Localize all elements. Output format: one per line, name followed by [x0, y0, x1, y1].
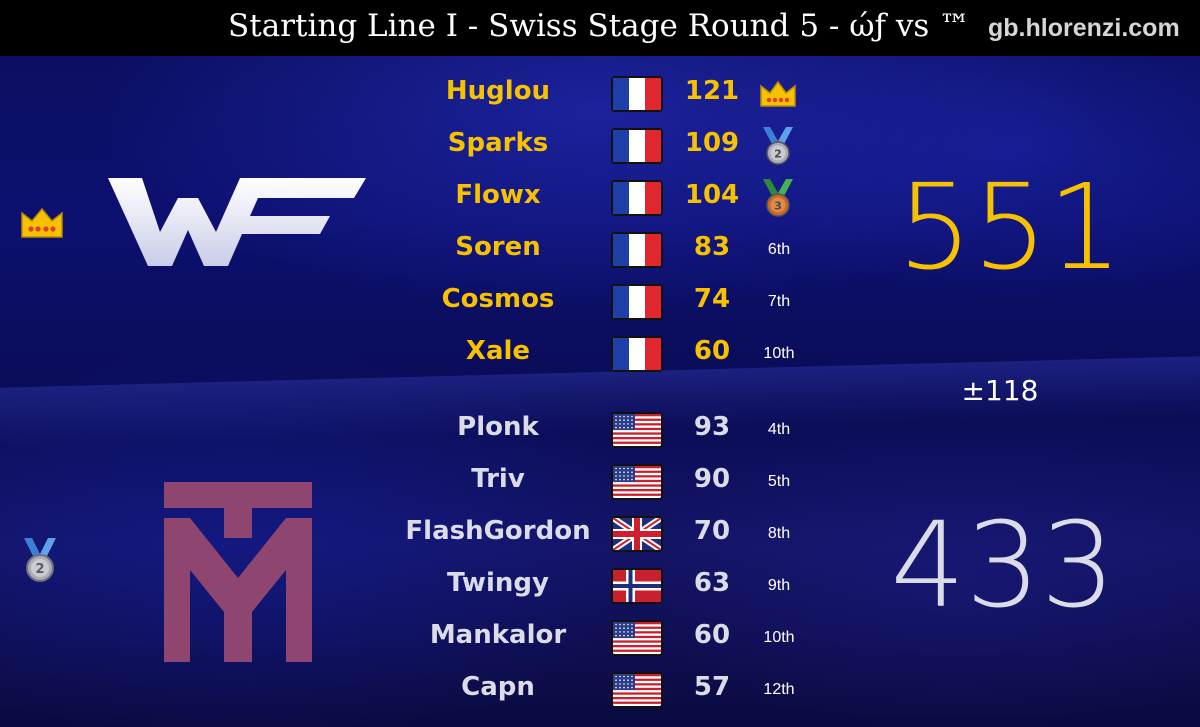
player-name: FlashGordon [405, 516, 591, 546]
team-1-total: 551 [897, 158, 1123, 296]
flag-france-icon [611, 232, 663, 268]
player-row: Capn 57 12th [380, 668, 820, 712]
crown-icon [21, 207, 63, 238]
flag-usa-icon [611, 620, 663, 656]
flag-uk-icon [611, 516, 663, 552]
wf-logo-icon [108, 178, 366, 266]
player-name: Soren [455, 232, 541, 262]
player-rank: 5th [767, 473, 791, 490]
player-score: 121 [684, 76, 740, 106]
player-row: Twingy 63 9th [380, 564, 820, 608]
watermark: gb.hlorenzi.com [988, 14, 1180, 42]
player-score: 63 [693, 568, 731, 598]
player-rank: 8th [767, 525, 791, 542]
bronze-medal-icon: 3 [758, 178, 798, 218]
player-row: Soren 83 6th [380, 228, 820, 272]
player-rank: 10th [763, 629, 795, 646]
crown-icon [758, 74, 798, 114]
player-score: 109 [684, 128, 740, 158]
player-name: Xale [465, 336, 531, 366]
player-score: 90 [693, 464, 731, 494]
svg-text:2: 2 [35, 562, 44, 577]
player-score: 83 [693, 232, 731, 262]
flag-norway-icon [611, 568, 663, 604]
svg-text:3: 3 [774, 200, 782, 213]
player-name: Twingy [447, 568, 549, 598]
player-score: 70 [693, 516, 731, 546]
page-title: Starting Line I - Swiss Stage Round 5 - … [228, 8, 971, 44]
tm-logo-icon [164, 482, 312, 662]
flag-france-icon [611, 128, 663, 164]
flag-france-icon [611, 180, 663, 216]
player-score: 60 [693, 620, 731, 650]
player-name: Plonk [457, 412, 539, 442]
player-row: Mankalor 60 10th [380, 616, 820, 660]
player-row: Xale 60 10th [380, 332, 820, 376]
silver-medal-icon: 2 [758, 126, 798, 166]
player-score: 93 [693, 412, 731, 442]
player-rank: 9th [767, 577, 791, 594]
player-row: FlashGordon 70 8th [380, 512, 820, 556]
player-row: Triv 90 5th [380, 460, 820, 504]
svg-text:2: 2 [774, 148, 782, 161]
player-name: Huglou [445, 76, 551, 106]
flag-usa-icon [611, 464, 663, 500]
silver-medal-icon: 2 [24, 538, 56, 582]
player-name: Capn [461, 672, 535, 702]
player-score: 60 [693, 336, 731, 366]
player-row: Cosmos 74 7th [380, 280, 820, 324]
player-rank: 7th [767, 293, 791, 310]
player-name: Triv [471, 464, 525, 494]
player-name: Flowx [455, 180, 541, 210]
player-score: 57 [693, 672, 731, 702]
flag-france-icon [611, 76, 663, 112]
player-rank: 12th [763, 681, 795, 698]
player-row: Huglou 121 [380, 72, 820, 116]
player-name: Mankalor [429, 620, 567, 650]
player-row: Sparks 109 2 [380, 124, 820, 168]
player-score: 104 [684, 180, 740, 210]
flag-france-icon [611, 284, 663, 320]
player-score: 74 [693, 284, 731, 314]
player-name: Cosmos [441, 284, 555, 314]
title-bar [0, 0, 1200, 56]
player-row: Plonk 93 4th [380, 408, 820, 452]
score-difference: ±118 [961, 374, 1039, 407]
player-rank: 4th [767, 421, 791, 438]
flag-usa-icon [611, 672, 663, 708]
player-rank: 10th [763, 345, 795, 362]
flag-france-icon [611, 336, 663, 372]
flag-usa-icon [611, 412, 663, 448]
player-row: Flowx 104 3 [380, 176, 820, 220]
team-2-total: 433 [890, 496, 1116, 634]
player-rank: 6th [767, 241, 791, 258]
player-name: Sparks [447, 128, 549, 158]
